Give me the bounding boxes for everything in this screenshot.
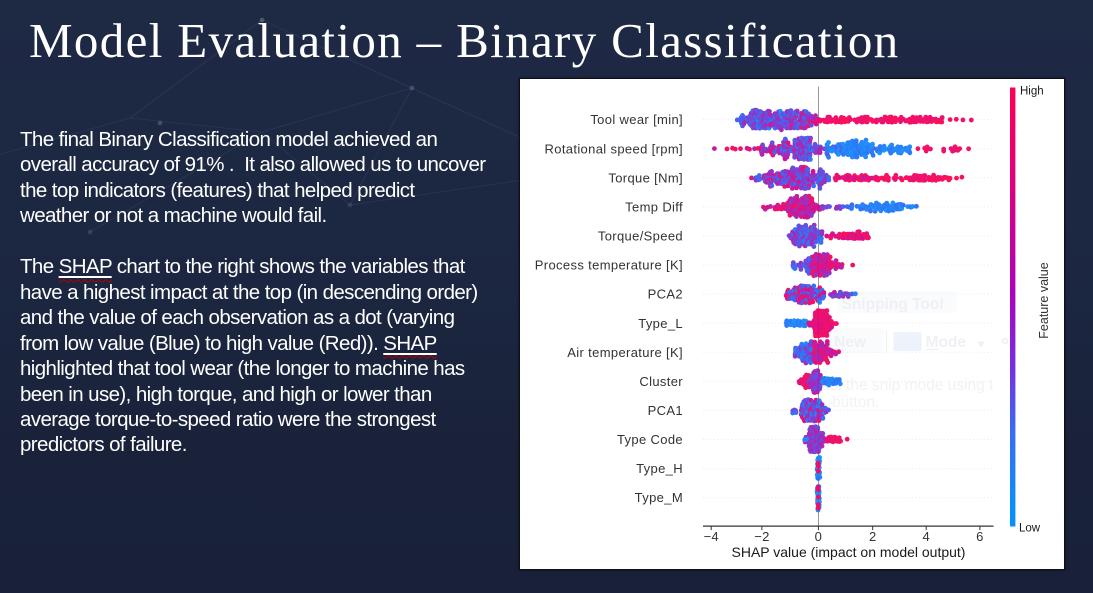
svg-text:Type_M: Type_M <box>635 490 683 505</box>
svg-text:2: 2 <box>869 529 876 544</box>
svg-text:Mode: Mode <box>926 334 967 351</box>
svg-text:PCA2: PCA2 <box>648 287 683 302</box>
svg-text:−4: −4 <box>704 529 719 544</box>
svg-text:4: 4 <box>922 529 929 544</box>
svg-text:Feature value: Feature value <box>1037 262 1051 338</box>
svg-text:Temp Diff: Temp Diff <box>625 199 683 214</box>
svg-text:High: High <box>1020 86 1044 98</box>
svg-text:Cluster: Cluster <box>639 374 683 389</box>
svg-text:New: New <box>834 334 867 351</box>
svg-text:button.: button. <box>832 394 879 411</box>
svg-text:Snipping Tool: Snipping Tool <box>842 296 944 313</box>
svg-text:Type_L: Type_L <box>638 316 683 331</box>
svg-text:Process temperature [K]: Process temperature [K] <box>535 258 683 273</box>
svg-text:ect the snip mode using t: ect the snip mode using t <box>821 377 994 394</box>
svg-text:Rotational speed [rpm]: Rotational speed [rpm] <box>545 141 684 156</box>
svg-text:0: 0 <box>815 529 822 544</box>
svg-text:Type_H: Type_H <box>636 461 683 476</box>
svg-text:SHAP value (impact on model ou: SHAP value (impact on model output) <box>732 544 966 560</box>
svg-text:−2: −2 <box>754 529 769 544</box>
svg-text:6: 6 <box>976 529 983 544</box>
svg-text:Torque [Nm]: Torque [Nm] <box>608 170 683 185</box>
svg-text:Type Code: Type Code <box>617 432 683 447</box>
svg-text:Tool wear [min]: Tool wear [min] <box>590 112 683 127</box>
svg-text:PCA1: PCA1 <box>648 403 683 418</box>
svg-text:Low: Low <box>1019 523 1041 535</box>
svg-text:Air temperature [K]: Air temperature [K] <box>567 345 683 360</box>
svg-text:Torque/Speed: Torque/Speed <box>598 229 683 244</box>
